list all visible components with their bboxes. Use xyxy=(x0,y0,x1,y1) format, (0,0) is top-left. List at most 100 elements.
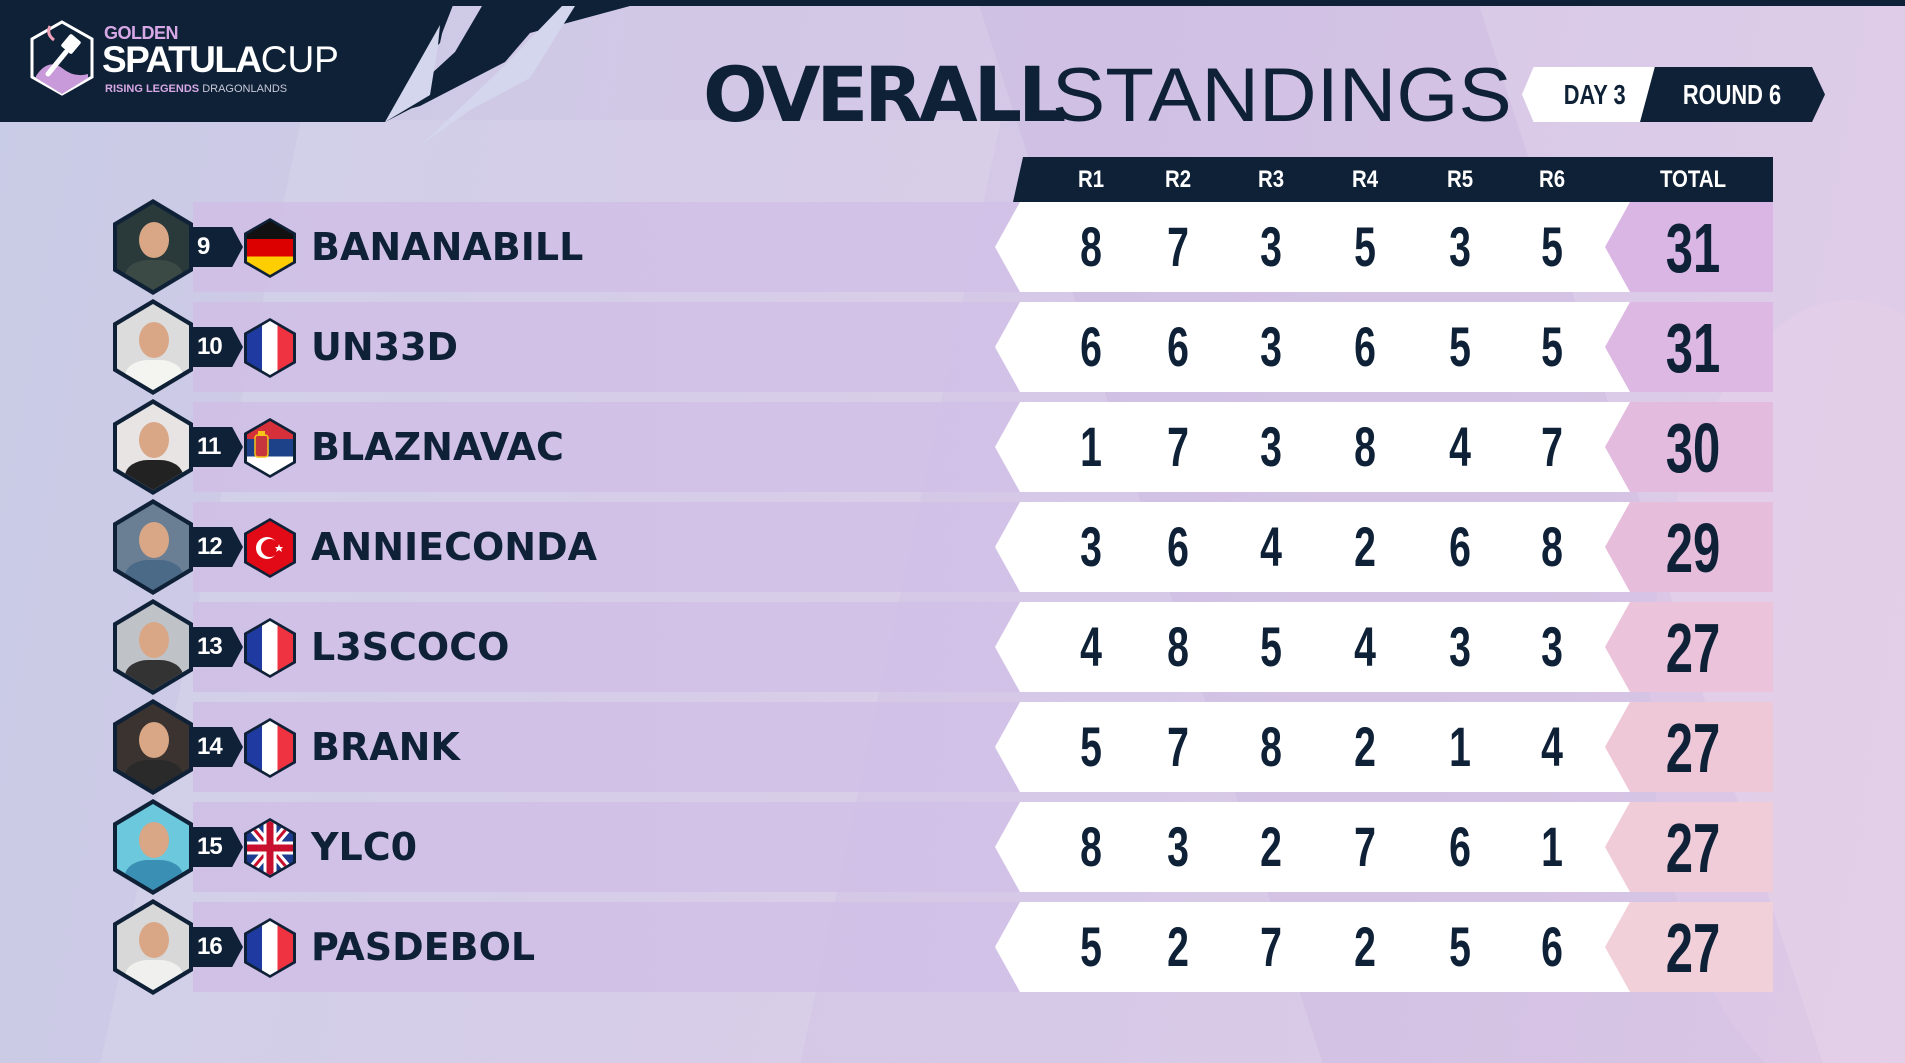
player-name: L3SCOCO xyxy=(311,625,510,669)
score-r3: 2 xyxy=(1260,815,1282,878)
score-r4: 6 xyxy=(1354,315,1376,378)
score-r2: 8 xyxy=(1167,615,1189,678)
avatar-body xyxy=(125,660,183,690)
player-avatar xyxy=(113,499,193,595)
flag-uk-icon xyxy=(244,818,296,878)
flag-image xyxy=(247,921,293,975)
standings-row-12: 12 ANNIECONDA 3 6 4 2 6 8 29 xyxy=(113,499,1773,595)
rank-badge: 10 xyxy=(189,327,243,367)
flag-turkey-icon xyxy=(244,518,296,578)
standings-row-13: 13 L3SCOCO 4 8 5 4 3 3 27 xyxy=(113,599,1773,695)
scores-panel xyxy=(995,502,1645,592)
player-name: BANANABILL xyxy=(311,225,584,269)
rank-badge: 9 xyxy=(189,227,243,267)
rank-badge: 14 xyxy=(189,727,243,767)
logo-spatula: SPATULA xyxy=(102,39,262,80)
rank-badge: 16 xyxy=(189,927,243,967)
avatar-face xyxy=(139,622,169,658)
total-score: 27 xyxy=(1665,909,1721,987)
flag-image xyxy=(247,421,293,475)
score-r4: 2 xyxy=(1354,715,1376,778)
standings-row-16: 16 PASDEBOL 5 2 7 2 5 6 27 xyxy=(113,899,1773,995)
score-r1: 6 xyxy=(1080,315,1102,378)
logo-sub-bold: RISING LEGENDS xyxy=(105,83,200,95)
flag-image xyxy=(247,321,293,375)
score-r6: 8 xyxy=(1541,515,1563,578)
score-r5: 4 xyxy=(1449,415,1471,478)
player-name: UN33D xyxy=(311,325,459,369)
player-name: ANNIECONDA xyxy=(311,525,598,569)
standings-row-9: 9 BANANABILL 8 7 3 5 3 5 31 xyxy=(113,199,1773,295)
score-r6: 6 xyxy=(1541,915,1563,978)
player-avatar xyxy=(113,799,193,895)
score-r1: 5 xyxy=(1080,915,1102,978)
score-r1: 1 xyxy=(1080,415,1102,478)
player-avatar xyxy=(113,899,193,995)
column-header-bar: R1 R2 R3 R4 R5 R6 TOTAL xyxy=(1013,157,1773,202)
score-r5: 3 xyxy=(1449,615,1471,678)
scores-panel xyxy=(995,902,1645,992)
title-light: STANDINGS xyxy=(1051,53,1512,138)
flag-image xyxy=(247,521,293,575)
avatar-photo xyxy=(117,304,189,390)
player-avatar xyxy=(113,399,193,495)
score-r4: 8 xyxy=(1354,415,1376,478)
flag-image xyxy=(247,621,293,675)
column-header-total: TOTAL xyxy=(1659,166,1727,193)
score-r4: 2 xyxy=(1354,515,1376,578)
avatar-face xyxy=(139,522,169,558)
logo-subtitle: RISING LEGENDS DRAGONLANDS xyxy=(105,83,287,95)
score-r4: 5 xyxy=(1354,215,1376,278)
logo-spatula-cup-text: SPATULACUP xyxy=(102,40,339,80)
rank-badge: 12 xyxy=(189,527,243,567)
total-score: 27 xyxy=(1665,609,1721,687)
flag-image xyxy=(247,721,293,775)
score-r6: 4 xyxy=(1541,715,1563,778)
score-r5: 5 xyxy=(1449,315,1471,378)
avatar-face xyxy=(139,222,169,258)
serbia-coat-icon xyxy=(254,431,269,458)
avatar-body xyxy=(125,460,183,490)
avatar-photo xyxy=(117,904,189,990)
avatar-photo xyxy=(117,204,189,290)
score-r4: 2 xyxy=(1354,915,1376,978)
score-r4: 7 xyxy=(1354,815,1376,878)
score-r3: 3 xyxy=(1260,215,1282,278)
logo-cup: CUP xyxy=(260,39,339,80)
score-r2: 6 xyxy=(1167,515,1189,578)
score-r3: 5 xyxy=(1260,615,1282,678)
player-name: BLAZNAVAC xyxy=(311,425,564,469)
total-panel xyxy=(1605,702,1773,792)
logo-golden-text: GOLDEN xyxy=(104,23,179,43)
score-r6: 3 xyxy=(1541,615,1563,678)
avatar-body xyxy=(125,260,183,290)
player-avatar xyxy=(113,699,193,795)
header-banner xyxy=(0,0,700,146)
score-r3: 8 xyxy=(1260,715,1282,778)
score-r2: 7 xyxy=(1167,715,1189,778)
avatar-face xyxy=(139,422,169,458)
total-panel xyxy=(1605,402,1773,492)
total-score: 30 xyxy=(1665,409,1721,487)
score-r2: 2 xyxy=(1167,915,1189,978)
score-r2: 6 xyxy=(1167,315,1189,378)
avatar-body xyxy=(125,960,183,990)
player-name: BRANK xyxy=(311,725,460,769)
round-badge-label: ROUND 6 xyxy=(1683,78,1782,110)
score-r4: 4 xyxy=(1354,615,1376,678)
scores-panel xyxy=(995,702,1645,792)
total-panel xyxy=(1605,802,1773,892)
total-panel xyxy=(1605,902,1773,992)
score-r5: 6 xyxy=(1449,815,1471,878)
total-panel xyxy=(1605,202,1773,292)
score-r3: 7 xyxy=(1260,915,1282,978)
flag-image xyxy=(247,821,293,875)
column-header-r6: R6 xyxy=(1538,166,1566,193)
player-name: PASDEBOL xyxy=(311,925,536,969)
player-avatar xyxy=(113,299,193,395)
score-r1: 8 xyxy=(1080,215,1102,278)
score-r1: 5 xyxy=(1080,715,1102,778)
rank-badge: 15 xyxy=(189,827,243,867)
column-header-r4: R4 xyxy=(1351,166,1379,193)
player-name: YLC0 xyxy=(311,825,418,869)
